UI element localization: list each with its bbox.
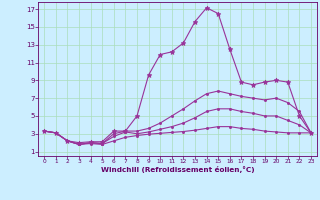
- X-axis label: Windchill (Refroidissement éolien,°C): Windchill (Refroidissement éolien,°C): [101, 166, 254, 173]
